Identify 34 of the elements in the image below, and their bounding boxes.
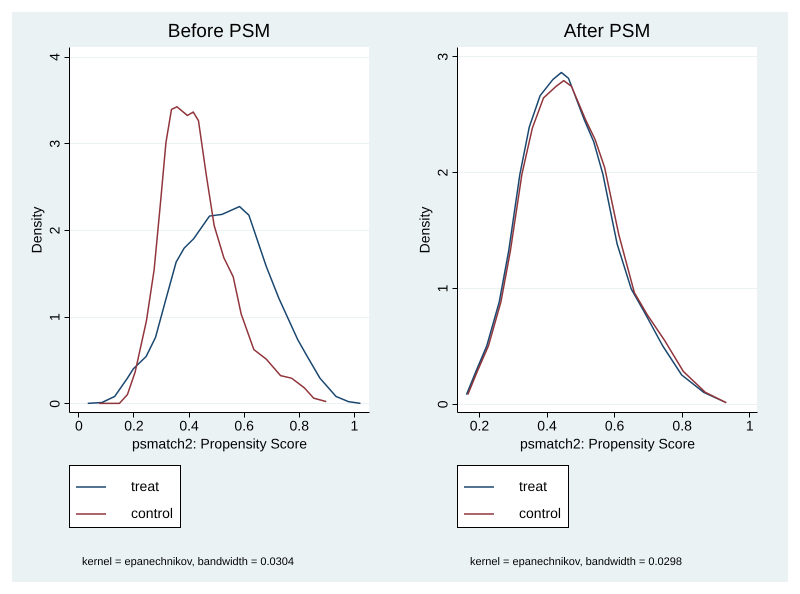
chart-title: After PSM	[564, 21, 650, 42]
x-tick-label: 0.8	[290, 418, 310, 434]
text: kernel = epanechnikov, bandwidth = 0.0304	[82, 556, 294, 568]
x-tick-label: 1	[746, 418, 754, 434]
y-tick-label: 1	[434, 284, 450, 292]
y-tick-label: 4	[46, 52, 62, 61]
x-tick-label: 0.4	[179, 418, 199, 434]
y-tick-label: 2	[46, 226, 62, 234]
x-tick-label: 0.6	[604, 418, 625, 434]
x-tick-label: 1	[350, 418, 358, 434]
line-series	[98, 106, 328, 404]
y-axis-title: Density	[416, 206, 432, 254]
legend-label: treat	[131, 478, 160, 494]
x-tick-label: 0.2	[470, 418, 490, 434]
x-axis-title: psmatch2: Propensity Score	[132, 436, 308, 452]
legend-label: control	[131, 505, 174, 521]
x-axis-title: psmatch2: Propensity Score	[520, 436, 696, 452]
x-tick-label: 0.6	[234, 418, 254, 434]
chart-title: Before PSM	[168, 21, 270, 42]
y-tick-label: 0	[46, 400, 62, 408]
text: kernel = epanechnikov, bandwidth = 0.0298	[470, 556, 682, 568]
x-tick-label: 0.8	[672, 418, 692, 434]
y-tick-label: 3	[434, 52, 450, 61]
legend-label: control	[519, 505, 562, 521]
y-tick-label: 0	[434, 400, 450, 408]
x-tick-label: 0.2	[124, 418, 144, 434]
line-series	[86, 206, 362, 404]
legend-label: treat	[519, 478, 548, 494]
x-tick-label: 0.4	[537, 418, 557, 434]
y-tick-label: 2	[434, 168, 450, 177]
y-tick-label: 1	[46, 313, 62, 322]
x-tick-label: 0	[74, 418, 83, 434]
y-axis-title: Density	[28, 206, 44, 254]
y-tick-label: 3	[46, 140, 62, 148]
